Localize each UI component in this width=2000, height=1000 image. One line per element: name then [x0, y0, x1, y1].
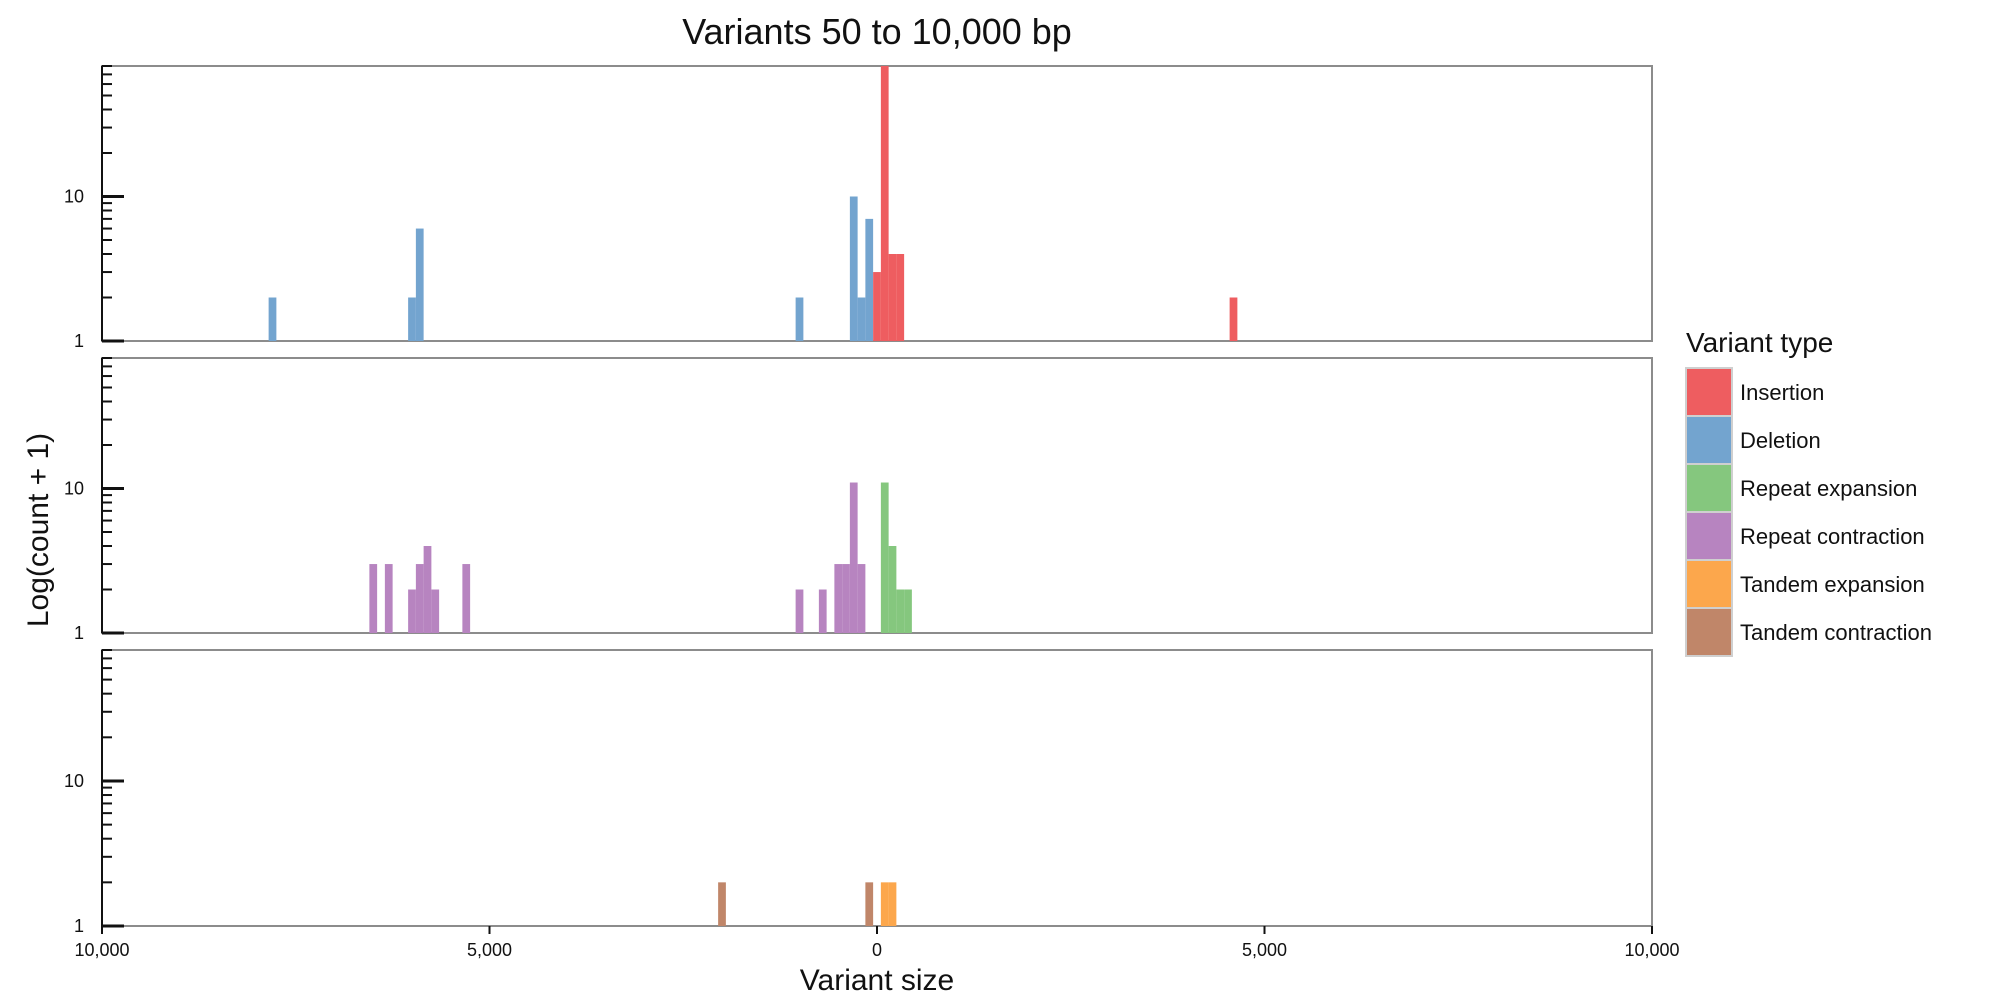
y-tick-label: 1	[74, 331, 84, 351]
histogram-bar	[888, 546, 897, 633]
histogram-bar	[904, 589, 912, 633]
y-axis: 1 10	[64, 357, 124, 643]
legend-label: Deletion	[1740, 428, 1821, 453]
y-tick-label: 10	[64, 186, 84, 206]
histogram-bar	[718, 882, 726, 926]
histogram-bar	[888, 254, 897, 341]
histogram-bar	[857, 297, 866, 341]
legend-swatch	[1685, 559, 1733, 609]
histogram-bar	[369, 564, 378, 633]
x-axis-title: Variant size	[800, 964, 955, 997]
histogram-bar	[834, 564, 843, 633]
legend-item: Repeat expansion	[1685, 463, 1917, 513]
legend-label: Insertion	[1740, 380, 1824, 405]
legend-label: Repeat expansion	[1740, 476, 1917, 501]
histogram-bar	[865, 882, 874, 926]
histogram-bar	[818, 589, 827, 633]
y-tick-label: 10	[64, 771, 84, 791]
histogram-bar	[865, 218, 874, 341]
panel-frame	[101, 357, 1653, 634]
legend-item: Tandem contraction	[1685, 607, 1932, 657]
y-tick-label: 10	[64, 478, 84, 498]
histogram-bar	[849, 482, 858, 633]
histogram-bar	[462, 564, 471, 633]
histogram-bar	[415, 228, 424, 341]
legend-label: Tandem expansion	[1740, 572, 1925, 597]
y-axis: 1 10	[64, 65, 124, 351]
histogram-bar	[268, 297, 277, 341]
y-axis: 1 10	[64, 649, 124, 936]
legend: Variant type Insertion Deletion Repeat exp…	[1685, 327, 1932, 657]
legend-item: Deletion	[1685, 415, 1821, 465]
histogram-bar	[415, 564, 424, 633]
x-tick-label: 0	[872, 940, 882, 960]
panel-frame	[101, 649, 1653, 927]
histogram-bar	[896, 589, 905, 633]
x-tick-label: 5,000	[1242, 940, 1287, 960]
legend-item: Repeat contraction	[1685, 511, 1925, 561]
y-axis-title: Log(count + 1)	[22, 433, 55, 627]
panel-2: 1 10	[64, 357, 1653, 643]
histogram-bar	[1229, 297, 1238, 341]
histogram-bar	[857, 564, 866, 633]
legend-item: Tandem expansion	[1685, 559, 1925, 609]
legend-label: Tandem contraction	[1740, 620, 1932, 645]
x-axis: 10,000 5,000 0 5,000 10,000	[74, 926, 1680, 960]
legend-label: Repeat contraction	[1740, 524, 1925, 549]
y-tick-label: 1	[74, 623, 84, 643]
histogram-bar	[880, 66, 889, 341]
legend-swatch	[1685, 415, 1733, 465]
panel-1: 1 10	[64, 65, 1653, 351]
histogram-bar	[880, 882, 889, 926]
facet-panels: 1 10 1 10 1 10	[64, 65, 1653, 936]
panel-3: 1 10	[64, 649, 1653, 936]
histogram-bar	[888, 882, 897, 926]
x-tick-label: 10,000	[1624, 940, 1679, 960]
legend-swatch	[1685, 463, 1733, 513]
y-tick-label: 1	[74, 916, 84, 936]
histogram-bar	[795, 589, 804, 633]
histogram-bar	[795, 297, 804, 341]
histogram-bar	[408, 297, 416, 341]
legend-items: Insertion Deletion Repeat expansion Repeat …	[1685, 367, 1932, 657]
legend-title: Variant type	[1686, 327, 1833, 358]
x-tick-label: 5,000	[467, 940, 512, 960]
legend-swatch	[1685, 607, 1733, 657]
histogram-bar	[873, 272, 881, 341]
histogram-bar	[431, 589, 440, 633]
histogram-bar	[842, 564, 850, 633]
legend-item: Insertion	[1685, 367, 1824, 417]
histogram-bar	[423, 546, 432, 633]
x-tick-label: 10,000	[74, 940, 129, 960]
histogram-bar	[896, 254, 905, 341]
histogram-bar	[408, 589, 416, 633]
legend-swatch	[1685, 367, 1733, 417]
histogram-bar	[880, 482, 889, 633]
histogram-bar	[849, 196, 858, 341]
histogram-bar	[384, 564, 393, 633]
chart-title: Variants 50 to 10,000 bp	[682, 11, 1072, 52]
legend-swatch	[1685, 511, 1733, 561]
